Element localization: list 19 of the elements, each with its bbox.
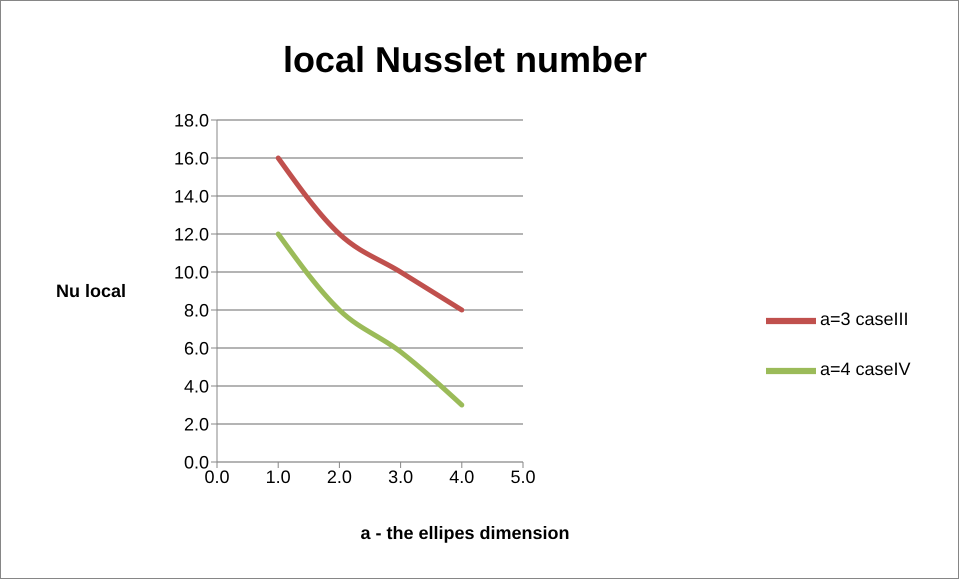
x-tick-label: 4.0 xyxy=(449,466,474,487)
chart-title: local Nusslet number xyxy=(282,39,648,81)
y-tick-label: 10.0 xyxy=(174,262,209,282)
y-tick-label: 8.0 xyxy=(184,300,209,320)
y-tick-label: 16.0 xyxy=(174,148,209,168)
y-tick-label: 18.0 xyxy=(174,110,209,130)
y-tick-label: 4.0 xyxy=(184,376,209,396)
y-axis-title: Nu local xyxy=(54,281,127,302)
x-tick-label: 1.0 xyxy=(266,466,291,487)
x-tick-label: 5.0 xyxy=(510,466,536,487)
y-tick-label: 6.0 xyxy=(184,338,209,358)
y-tick-label: 12.0 xyxy=(174,224,209,244)
x-tick-label: 2.0 xyxy=(326,466,352,487)
y-tick-label: 2.0 xyxy=(184,414,209,434)
y-tick-label: 14.0 xyxy=(174,186,209,206)
legend-label: a=3 caseIII xyxy=(820,309,909,330)
legend-label: a=4 caseIV xyxy=(820,359,911,380)
x-axis-title: a - the ellipes dimension xyxy=(359,523,571,544)
x-tick-label: 3.0 xyxy=(388,466,414,487)
